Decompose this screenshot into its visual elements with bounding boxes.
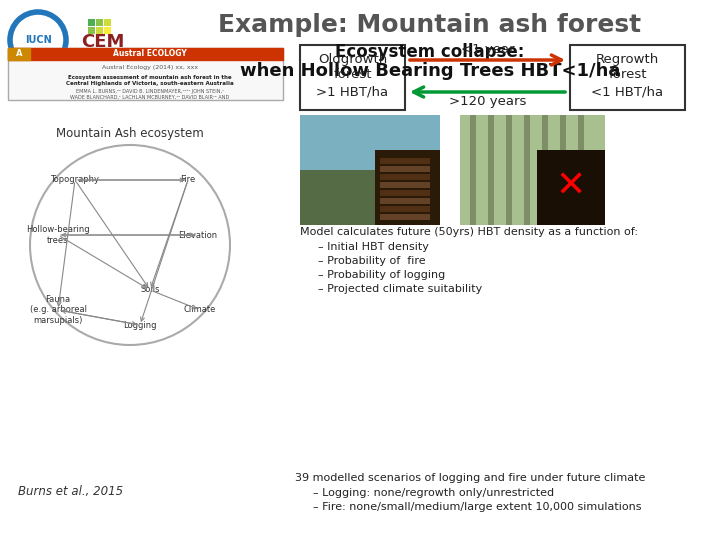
Text: – Initial HBT density: – Initial HBT density — [318, 242, 429, 252]
Bar — [380, 198, 430, 204]
Text: Regrowth: Regrowth — [596, 53, 659, 66]
Bar — [524, 115, 530, 225]
Bar — [380, 182, 430, 188]
Text: Fauna
(e.g. arboreal
marsupials): Fauna (e.g. arboreal marsupials) — [30, 295, 86, 325]
Text: when Hollow Bearing Trees HBT<1/ha: when Hollow Bearing Trees HBT<1/ha — [240, 62, 620, 80]
Text: forest: forest — [333, 69, 372, 82]
Bar — [8, 48, 30, 60]
Bar — [300, 45, 405, 110]
Text: Austral ECOLOGY: Austral ECOLOGY — [113, 50, 187, 58]
Text: Mountain Ash ecosystem: Mountain Ash ecosystem — [56, 126, 204, 139]
Text: Example: Mountain ash forest: Example: Mountain ash forest — [218, 13, 642, 37]
Text: Soils: Soils — [140, 286, 160, 294]
Text: Model calculates future (50yrs) HBT density as a function of:: Model calculates future (50yrs) HBT dens… — [300, 227, 638, 237]
Text: <1 year: <1 year — [461, 44, 514, 57]
Bar — [88, 27, 95, 34]
Bar — [537, 150, 605, 225]
Text: forest: forest — [608, 69, 647, 82]
Text: Fire: Fire — [181, 176, 196, 185]
Text: <1 HBT/ha: <1 HBT/ha — [591, 85, 664, 98]
Bar — [300, 170, 440, 225]
Bar — [104, 27, 111, 34]
Bar — [380, 206, 430, 212]
Text: Logging: Logging — [123, 321, 157, 329]
Bar — [578, 115, 584, 225]
Bar — [460, 115, 605, 225]
Text: Elevation: Elevation — [179, 231, 217, 240]
Text: CEM: CEM — [81, 33, 125, 51]
Text: ✕: ✕ — [556, 170, 586, 204]
Bar — [380, 174, 430, 180]
Text: A: A — [16, 50, 22, 58]
Text: Oldgrowth: Oldgrowth — [318, 53, 387, 66]
Bar — [380, 158, 430, 164]
Bar — [96, 27, 103, 34]
Text: 39 modelled scenarios of logging and fire under future climate: 39 modelled scenarios of logging and fir… — [295, 473, 645, 483]
Bar — [8, 48, 283, 100]
Bar — [96, 19, 103, 26]
Bar — [8, 48, 283, 60]
Bar — [560, 115, 566, 225]
Text: >1 HBT/ha: >1 HBT/ha — [316, 85, 389, 98]
Text: Austral Ecology (2014) xx, xxx: Austral Ecology (2014) xx, xxx — [102, 65, 198, 71]
Text: EMMA L. BURNS,²ᵃ DAVID B. LINDENMAYER,¹²³⁴ JOHN STEIN,¹: EMMA L. BURNS,²ᵃ DAVID B. LINDENMAYER,¹²… — [76, 89, 224, 93]
Text: Burns et al., 2015: Burns et al., 2015 — [18, 485, 123, 498]
Bar — [380, 214, 430, 220]
Text: – Projected climate suitability: – Projected climate suitability — [318, 284, 482, 294]
Bar — [380, 190, 430, 196]
Text: – Fire: none/small/medium/large extent 10,000 simulations: – Fire: none/small/medium/large extent 1… — [313, 502, 642, 512]
Text: Hollow-bearing
trees: Hollow-bearing trees — [26, 225, 90, 245]
Bar — [488, 115, 494, 225]
Text: Central Highlands of Victoria, south-eastern Australia: Central Highlands of Victoria, south-eas… — [66, 82, 234, 86]
Bar — [506, 115, 512, 225]
Text: >120 years: >120 years — [449, 96, 526, 109]
Text: – Probability of  fire: – Probability of fire — [318, 256, 426, 266]
Text: Ecosystem collapse:: Ecosystem collapse: — [336, 43, 525, 61]
Text: WADE BLANCHARD,¹ LACHLAN MCBURNEY,¹² DAVID BLAIR¹² AND: WADE BLANCHARD,¹ LACHLAN MCBURNEY,¹² DAV… — [71, 94, 230, 99]
Text: – Logging: none/regrowth only/unrestricted: – Logging: none/regrowth only/unrestrict… — [313, 488, 554, 498]
Text: Ecosystem assessment of mountain ash forest in the: Ecosystem assessment of mountain ash for… — [68, 75, 232, 79]
Text: Climate: Climate — [184, 306, 216, 314]
Bar — [542, 115, 548, 225]
Bar — [570, 45, 685, 110]
Text: Topography: Topography — [50, 176, 99, 185]
Bar — [375, 150, 440, 225]
Text: IUCN: IUCN — [24, 35, 51, 45]
Bar — [380, 166, 430, 172]
Bar — [104, 19, 111, 26]
Text: – Probability of logging: – Probability of logging — [318, 270, 445, 280]
Bar — [470, 115, 476, 225]
Bar — [300, 115, 440, 225]
Bar — [88, 19, 95, 26]
